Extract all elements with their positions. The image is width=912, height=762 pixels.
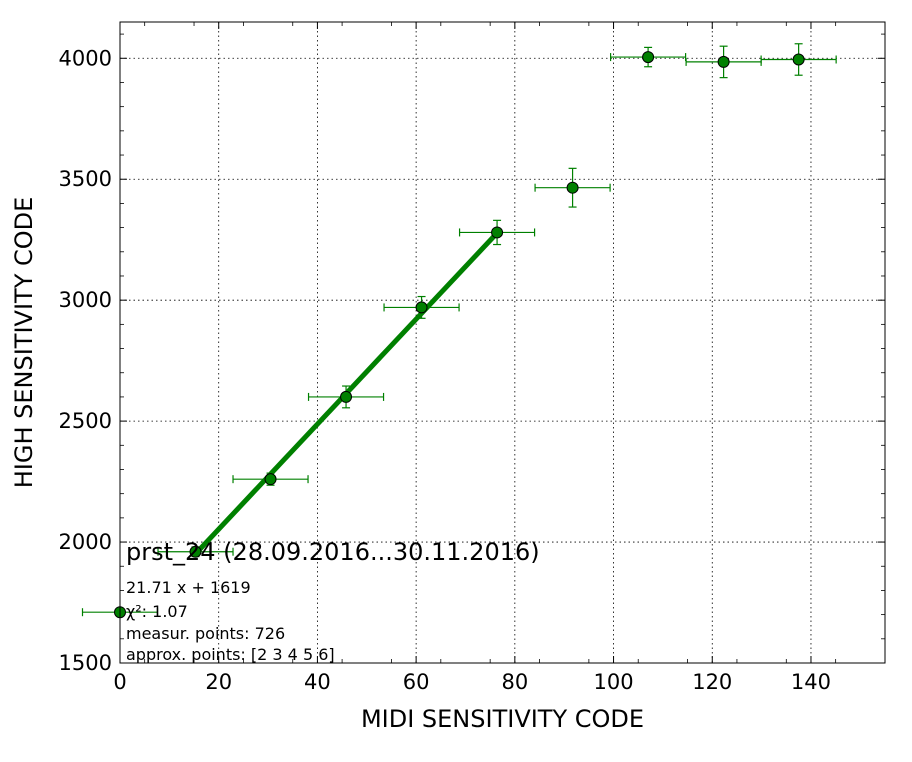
- y-tick-labels: 1500 2000 2500 3000 3500 4000: [59, 46, 112, 675]
- data-point: [340, 390, 353, 403]
- data-points: [114, 51, 805, 619]
- annotation-measur-points: measur. points: 726: [126, 624, 285, 643]
- y-tick-label: 4000: [59, 46, 112, 70]
- x-tick-label: 140: [791, 670, 831, 694]
- data-point: [189, 545, 202, 558]
- y-tick-label: 3500: [59, 167, 112, 191]
- y-tick-label: 3000: [59, 288, 112, 312]
- x-tick-label: 120: [692, 670, 732, 694]
- data-point: [717, 55, 730, 68]
- y-tick-label: 2500: [59, 409, 112, 433]
- plot-area: [120, 22, 885, 663]
- data-point: [642, 51, 655, 64]
- data-point: [415, 301, 428, 314]
- x-tick-label: 80: [501, 670, 528, 694]
- y-tick-label: 2000: [59, 530, 112, 554]
- annotation-title: prst_24 (28.09.2016...30.11.2016): [126, 538, 540, 566]
- x-tick-label: 40: [304, 670, 331, 694]
- data-point: [566, 181, 579, 194]
- grid: [120, 22, 885, 663]
- x-tick-label: 0: [113, 670, 126, 694]
- x-tick-label: 20: [205, 670, 232, 694]
- annotation-chi2: χ²: 1.07: [126, 602, 188, 621]
- x-tick-label: 100: [594, 670, 634, 694]
- data-point: [792, 53, 805, 66]
- x-tick-label: 60: [403, 670, 430, 694]
- data-point: [491, 226, 504, 239]
- data-point: [264, 473, 277, 486]
- annotation-approx-points: approx. points: [2 3 4 5 6]: [126, 645, 335, 664]
- x-tick-labels: 0 20 40 60 80 100 120 140: [113, 670, 831, 694]
- plot-frame: [119, 21, 886, 664]
- y-tick-label: 1500: [59, 651, 112, 675]
- x-axis-label: MIDI SENSITIVITY CODE: [361, 705, 644, 733]
- annotation-equation: 21.71 x + 1619: [126, 578, 251, 597]
- y-axis-label: HIGH SENSITIVITY CODE: [10, 197, 38, 489]
